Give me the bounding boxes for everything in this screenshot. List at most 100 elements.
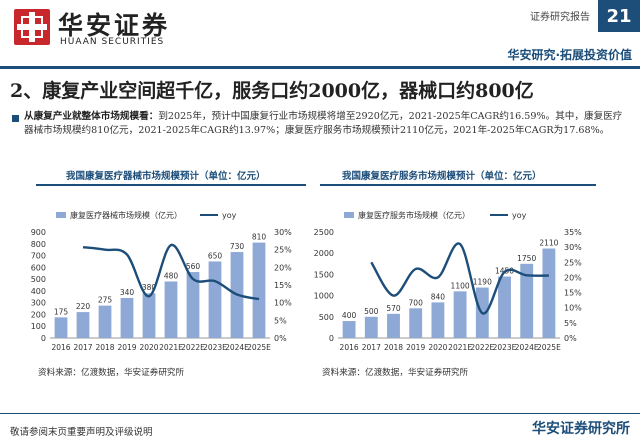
x-tick-label: 2018 — [95, 343, 114, 352]
bar — [252, 242, 266, 338]
y-left-tick-label: 100 — [31, 322, 46, 331]
bar — [387, 313, 400, 338]
page-title: 2、康复产业空间超千亿，服务口约2000亿，器械口约800亿 — [10, 80, 534, 102]
y-left-tick-label: 1000 — [314, 292, 334, 301]
yoy-line — [370, 242, 549, 315]
bar — [186, 272, 200, 338]
x-tick-label: 2019 — [406, 343, 425, 352]
x-tick-label: 2022E — [181, 343, 205, 352]
bar — [76, 312, 90, 338]
legend-line-label: yoy — [512, 211, 527, 220]
legend-bar-label: 康复医疗服务市场规模（亿元） — [358, 210, 470, 220]
y-left-tick-label: 500 — [319, 313, 334, 322]
bar-value-label: 340 — [120, 288, 135, 297]
y-right-tick-label: 5% — [564, 319, 577, 328]
bar — [342, 321, 356, 338]
y-right-tick-label: 10% — [564, 304, 582, 313]
bar — [54, 317, 68, 338]
y-left-tick-label: 0 — [41, 334, 46, 343]
x-tick-label: 2024E — [225, 343, 249, 352]
x-tick-label: 2018 — [384, 343, 403, 352]
bar-value-label: 730 — [230, 242, 245, 251]
y-left-tick-label: 2500 — [314, 228, 334, 237]
y-left-tick-label: 400 — [31, 287, 46, 296]
bar-value-label: 175 — [54, 307, 69, 316]
x-tick-label: 2022E — [470, 343, 494, 352]
chart-2-title: 我国康复医疗服务市场规模预计（单位：亿元） — [342, 171, 542, 182]
bar-value-label: 500 — [364, 307, 379, 316]
bar-value-label: 480 — [164, 271, 179, 280]
legend-bar-swatch — [344, 212, 354, 218]
y-right-tick-label: 5% — [274, 316, 287, 325]
footer-brand: 华安证券研究所 — [532, 421, 630, 437]
logo-chinese: 华安证券 — [58, 11, 171, 40]
x-tick-label: 2025E — [247, 343, 271, 352]
bar-value-label: 650 — [208, 251, 223, 260]
y-right-tick-label: 35% — [564, 228, 582, 237]
y-left-tick-label: 2000 — [314, 249, 334, 258]
y-left-tick-label: 800 — [31, 240, 46, 249]
chart-2-title-rule — [320, 184, 596, 186]
y-right-tick-label: 15% — [564, 289, 582, 298]
x-tick-label: 2017 — [362, 343, 381, 352]
y-right-tick-label: 15% — [274, 281, 292, 290]
bar — [520, 263, 534, 338]
x-tick-label: 2023E — [493, 343, 517, 352]
y-right-tick-label: 0% — [274, 334, 287, 343]
x-tick-label: 2016 — [340, 343, 359, 352]
x-tick-label: 2016 — [51, 343, 70, 352]
chart-1-title: 我国康复医疗器械市场规模预计（单位：亿元） — [66, 171, 266, 182]
y-left-tick-label: 700 — [31, 252, 46, 261]
chart-2-source: 资料来源：亿渡数据，华安证券研究所 — [322, 368, 469, 378]
x-tick-label: 2019 — [117, 343, 136, 352]
y-right-tick-label: 10% — [274, 299, 292, 308]
y-left-tick-label: 900 — [31, 228, 46, 237]
y-right-tick-label: 30% — [274, 228, 292, 237]
y-left-tick-label: 1500 — [314, 270, 334, 279]
y-left-tick-label: 200 — [31, 310, 46, 319]
bar — [364, 316, 378, 338]
bar-value-label: 700 — [409, 298, 424, 307]
y-right-tick-label: 20% — [274, 263, 292, 272]
bar-value-label: 380 — [142, 283, 157, 292]
bar — [98, 305, 112, 338]
y-right-tick-label: 30% — [564, 243, 582, 252]
bullet-icon — [12, 115, 19, 122]
bar — [142, 293, 156, 338]
y-left-tick-label: 500 — [31, 275, 46, 284]
summary-body: 到2025年，预计中国康复行业市场规模将增至2920亿元，2021-2025年C… — [24, 111, 623, 136]
bar — [120, 297, 134, 338]
bar — [431, 302, 445, 338]
y-left-tick-label: 0 — [329, 334, 334, 343]
header-slogan: 华安研究·拓展投资价值 — [507, 48, 632, 62]
chart-1-source: 资料来源：亿渡数据，华安证券研究所 — [38, 368, 185, 378]
summary-paragraph: 从康复产业就整体市场规模看：到2025年，预计中国康复行业市场规模将增至2920… — [24, 110, 630, 138]
bar-value-label: 840 — [431, 292, 446, 301]
logo-icon — [14, 9, 50, 45]
bar — [208, 261, 222, 338]
x-tick-label: 2021E — [159, 343, 183, 352]
legend-bar-swatch — [56, 212, 66, 218]
yoy-line — [82, 243, 260, 301]
bar — [453, 291, 467, 338]
header-rule — [0, 66, 640, 69]
page-number: 21 — [598, 0, 640, 32]
y-right-tick-label: 25% — [564, 258, 582, 267]
y-right-tick-label: 20% — [564, 273, 582, 282]
y-right-tick-label: 0% — [564, 334, 577, 343]
bar-value-label: 2110 — [539, 239, 558, 248]
x-tick-label: 2020 — [139, 343, 158, 352]
y-left-tick-label: 300 — [31, 299, 46, 308]
x-tick-label: 2021E — [448, 343, 472, 352]
bar — [409, 308, 423, 338]
chart-1: 康复医疗器械市场规模（亿元） yoy 0 100 200 300 400 500 600 700 8… — [31, 210, 292, 352]
x-tick-label: 2024E — [515, 343, 539, 352]
summary-lead: 从康复产业就整体市场规模看： — [24, 111, 159, 122]
bar — [498, 276, 511, 338]
report-type: 证券研究报告 — [530, 12, 590, 23]
footer-disclaimer: 敬请参阅末页重要声明及评级说明 — [10, 427, 153, 438]
bar-value-label: 220 — [76, 302, 91, 311]
chart-2: 康复医疗服务市场规模（亿元） yoy 0 500 1000 1500 2000 2500 0% 5… — [314, 210, 583, 352]
legend-bar-label: 康复医疗器械市场规模（亿元） — [70, 210, 182, 220]
bar-value-label: 560 — [186, 262, 201, 271]
